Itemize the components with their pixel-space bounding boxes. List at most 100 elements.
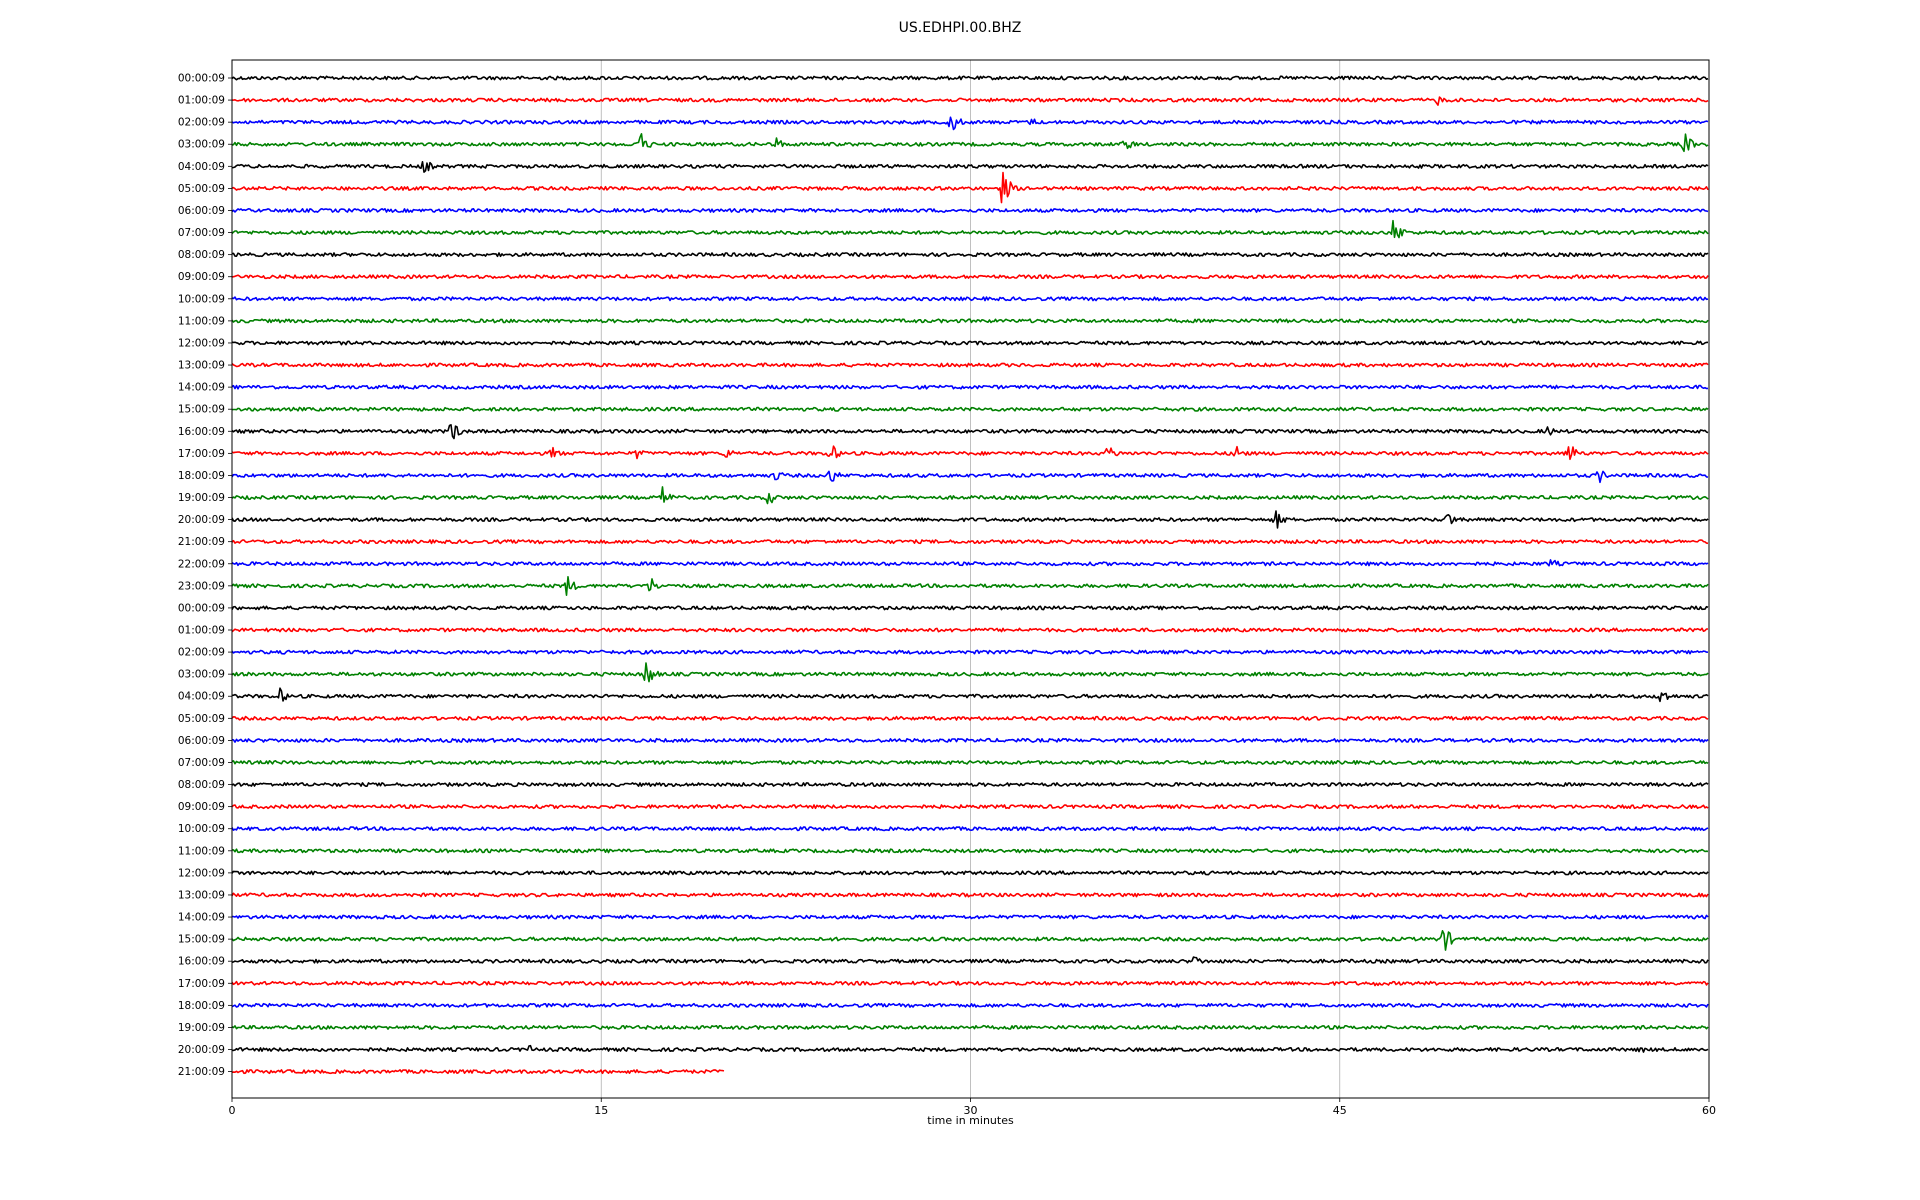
row-label: 07:00:09 <box>178 227 225 239</box>
trace-line <box>231 274 1709 280</box>
row-label: 15:00:09 <box>178 934 225 946</box>
row-label: 08:00:09 <box>178 779 225 791</box>
row-label: 11:00:09 <box>178 845 225 857</box>
x-tick-label: 45 <box>1333 1104 1347 1117</box>
row-label: 00:00:09 <box>178 602 225 614</box>
trace-line <box>231 362 1709 368</box>
trace-line <box>231 782 1709 788</box>
row-label: 01:00:09 <box>178 95 225 107</box>
row-label: 17:00:09 <box>178 448 225 460</box>
trace-line <box>231 605 1709 611</box>
x-tick-label: 0 <box>229 1104 236 1117</box>
trace-line <box>231 384 1709 390</box>
trace-line <box>231 510 1709 529</box>
trace-line <box>231 171 1709 204</box>
row-label: 04:00:09 <box>178 161 225 173</box>
trace-line <box>231 870 1709 876</box>
row-label: 09:00:09 <box>178 801 225 813</box>
row-label: 23:00:09 <box>178 580 225 592</box>
row-label: 08:00:09 <box>178 249 225 261</box>
row-label: 20:00:09 <box>178 1044 225 1056</box>
row-label: 19:00:09 <box>178 492 225 504</box>
row-label: 03:00:09 <box>178 669 225 681</box>
trace-line <box>231 930 1709 951</box>
trace-line <box>231 649 1709 655</box>
trace-line <box>231 826 1709 832</box>
row-label: 09:00:09 <box>178 271 225 283</box>
trace-line <box>231 715 1709 721</box>
row-label: 12:00:09 <box>178 867 225 879</box>
row-label: 05:00:09 <box>178 183 225 195</box>
row-label: 16:00:09 <box>178 426 225 438</box>
row-label: 11:00:09 <box>178 315 225 327</box>
trace-line <box>231 760 1709 765</box>
trace-line <box>231 161 1709 173</box>
trace-line <box>231 340 1709 346</box>
trace-line <box>231 914 1709 920</box>
trace-line <box>231 1024 1709 1030</box>
row-label: 02:00:09 <box>178 117 225 129</box>
row-label: 04:00:09 <box>178 691 225 703</box>
trace-line <box>231 96 1709 106</box>
row-label: 06:00:09 <box>178 735 225 747</box>
trace-line <box>231 219 1709 239</box>
trace-line <box>231 576 1709 596</box>
trace-line <box>231 892 1709 898</box>
trace-line <box>231 1044 1709 1053</box>
row-label: 12:00:09 <box>178 337 225 349</box>
trace-line <box>231 318 1709 324</box>
row-label: 21:00:09 <box>178 1066 225 1078</box>
trace-line <box>231 406 1709 412</box>
trace-line <box>231 133 1709 153</box>
row-label: 20:00:09 <box>178 514 225 526</box>
trace-line <box>232 848 1709 854</box>
trace-line <box>231 980 1709 987</box>
row-label: 07:00:09 <box>178 757 225 769</box>
row-label: 19:00:09 <box>178 1022 225 1034</box>
trace-line <box>231 737 1709 743</box>
row-label: 03:00:09 <box>178 139 225 151</box>
trace-line <box>231 687 1709 703</box>
row-label: 00:00:09 <box>178 73 225 85</box>
trace-line <box>231 75 1709 81</box>
trace-line <box>231 559 1709 567</box>
trace-line <box>231 1002 1709 1008</box>
trace-line <box>231 296 1709 302</box>
x-tick-label: 60 <box>1702 1104 1716 1117</box>
trace-line <box>231 662 1709 683</box>
row-label: 18:00:09 <box>178 470 225 482</box>
x-tick-label: 30 <box>964 1104 978 1117</box>
row-label: 15:00:09 <box>178 404 225 416</box>
trace-line <box>231 486 1709 505</box>
row-label: 01:00:09 <box>178 625 225 637</box>
row-label: 02:00:09 <box>178 647 225 659</box>
row-label: 21:00:09 <box>178 536 225 548</box>
trace-line <box>231 1069 725 1075</box>
row-label: 17:00:09 <box>178 978 225 990</box>
trace-line <box>231 424 1709 440</box>
row-label: 10:00:09 <box>178 823 225 835</box>
x-axis-label: time in minutes <box>927 1114 1014 1127</box>
trace-line <box>231 116 1709 131</box>
row-label: 14:00:09 <box>178 382 225 394</box>
row-label: 18:00:09 <box>178 1000 225 1012</box>
trace-line <box>231 627 1708 633</box>
trace-line <box>231 804 1709 810</box>
x-tick-label: 15 <box>594 1104 608 1117</box>
trace-line <box>231 539 1709 545</box>
trace-line <box>231 470 1709 484</box>
trace-line <box>231 956 1709 964</box>
row-label: 14:00:09 <box>178 912 225 924</box>
row-label: 05:00:09 <box>178 713 225 725</box>
row-label: 16:00:09 <box>178 956 225 968</box>
trace-line <box>231 208 1709 213</box>
trace-line <box>231 252 1709 258</box>
row-label: 10:00:09 <box>178 293 225 305</box>
trace-line <box>231 445 1709 461</box>
chart-title: US.EDHPI.00.BHZ <box>898 20 1022 36</box>
row-label: 13:00:09 <box>178 360 225 372</box>
row-label: 22:00:09 <box>178 558 225 570</box>
row-label: 06:00:09 <box>178 205 225 217</box>
row-label: 13:00:09 <box>178 889 225 901</box>
